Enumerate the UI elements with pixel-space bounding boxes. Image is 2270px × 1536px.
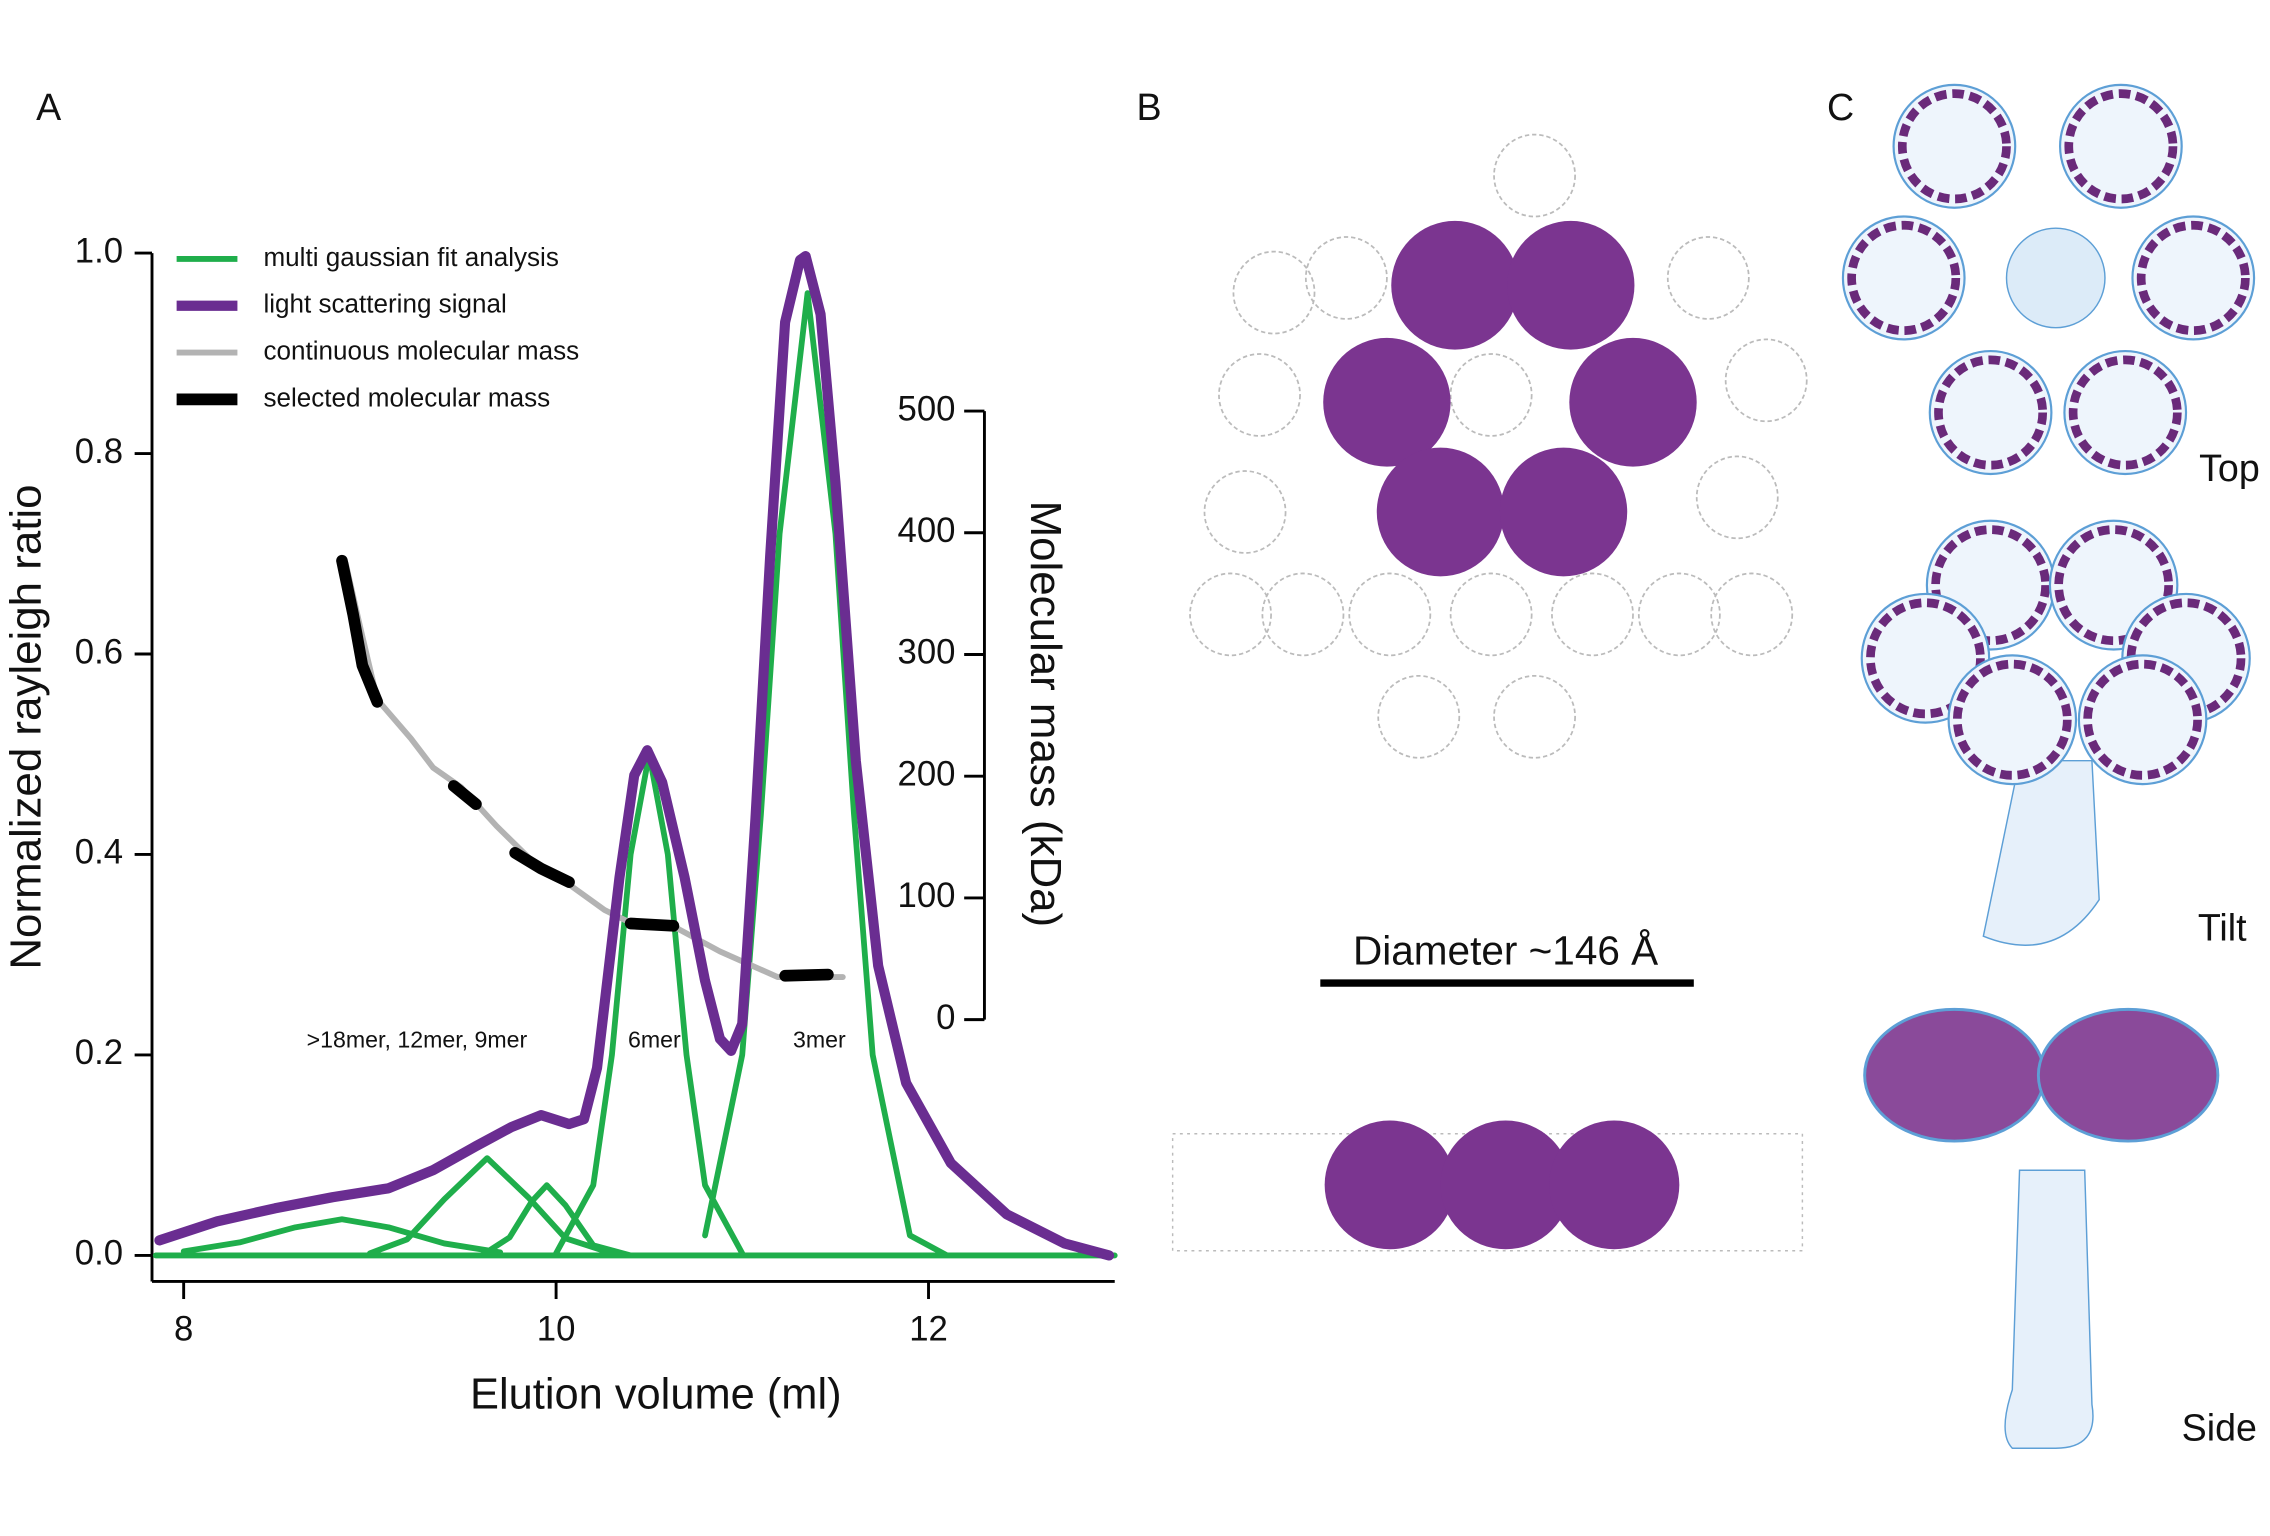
- stalk: [2004, 1169, 2094, 1449]
- surface: [1440, 1120, 1571, 1250]
- density-mesh: [2131, 215, 2256, 341]
- y-tick-label: 0.4: [75, 833, 123, 872]
- ribbon: [2126, 598, 2246, 719]
- x-tick-label: 10: [537, 1309, 576, 1348]
- legend-label: continuous molecular mass: [263, 335, 579, 365]
- ribbon: [2064, 89, 2178, 204]
- y-tick-label: 1.0: [75, 231, 123, 270]
- view-label: Top: [2199, 448, 2260, 490]
- y-tick-label: 0.8: [75, 432, 123, 471]
- ribbon-outline: [1724, 338, 1808, 423]
- density-mesh: [1841, 215, 1966, 341]
- y2-tick-label: 500: [898, 389, 956, 428]
- ribbon-outline: [1377, 674, 1461, 759]
- x-axis-label: Elution volume (ml): [470, 1369, 842, 1418]
- y-tick-label: 0.0: [75, 1234, 123, 1273]
- ribbon: [1847, 220, 1961, 335]
- surface: [1507, 220, 1635, 350]
- ribbon-outline: [1189, 572, 1272, 657]
- density-mesh: [1892, 83, 2017, 209]
- ribbon: [1866, 598, 1985, 719]
- view-label: Side: [2182, 1408, 2257, 1450]
- y-tick-label: 0.6: [75, 632, 123, 671]
- stalk: [1982, 759, 2100, 946]
- annotation: 6mer: [628, 1027, 681, 1053]
- y2-tick-label: 200: [898, 754, 956, 793]
- density-mesh: [1928, 349, 2053, 476]
- ribbon: [1863, 1007, 2046, 1143]
- ribbon: [2068, 355, 2182, 470]
- panel-label: C: [1827, 87, 1854, 129]
- ribbon-outline: [1695, 455, 1779, 540]
- surface: [1324, 1120, 1455, 1250]
- ribbon-outline: [1493, 674, 1576, 759]
- ribbon-outline: [1304, 236, 1388, 320]
- x-tick-label: 12: [909, 1309, 948, 1348]
- ribbon-outline: [1493, 133, 1576, 218]
- annotation: >18mer, 12mer, 9mer: [307, 1027, 528, 1053]
- ribbon: [1897, 89, 2011, 204]
- y2-tick-label: 400: [898, 511, 956, 550]
- ribbon: [2083, 659, 2202, 780]
- surface: [1549, 1120, 1680, 1250]
- ribbon-outline: [1449, 353, 1533, 437]
- series-line: [154, 251, 1115, 1261]
- ribbon: [2054, 525, 2174, 646]
- surface: [1376, 447, 1505, 577]
- density-mesh: [2063, 349, 2188, 476]
- ribbon: [2136, 220, 2250, 335]
- ribbon-outline: [1666, 236, 1750, 320]
- x-tick-label: 8: [174, 1309, 193, 1348]
- surface: [1323, 337, 1451, 467]
- y2-tick-label: 0: [936, 998, 955, 1037]
- ribbon-outline: [1637, 572, 1721, 657]
- density-mesh: [2058, 83, 2183, 209]
- ribbon-outline: [1348, 572, 1432, 657]
- series-line: [336, 554, 834, 982]
- surface: [1569, 337, 1697, 467]
- ribbon: [2036, 1007, 2220, 1143]
- ribbon-outline: [1261, 572, 1345, 657]
- scale-bar-label: Diameter ~146 Å: [1353, 927, 1659, 973]
- ribbon-outline: [1449, 572, 1533, 657]
- y2-tick-label: 100: [898, 876, 956, 915]
- y-tick-label: 0.2: [75, 1033, 123, 1072]
- ribbon-outline: [1218, 353, 1301, 437]
- ribbon: [1934, 355, 2048, 470]
- ribbon: [1931, 525, 2050, 646]
- legend-label: multi gaussian fit analysis: [263, 242, 558, 272]
- ribbon-outline: [1710, 572, 1794, 657]
- view-label: Tilt: [2198, 907, 2247, 949]
- ribbon-outline: [1551, 572, 1634, 657]
- ribbon-outline: [1232, 250, 1316, 335]
- y2-tick-label: 300: [898, 633, 956, 672]
- panel-label: B: [1136, 87, 1161, 129]
- surface: [1499, 447, 1628, 577]
- structures: [1171, 83, 2256, 1449]
- annotation: 3mer: [793, 1027, 846, 1053]
- y-axis-label: Normalized rayleigh ratio: [2, 484, 51, 969]
- density-mesh: [1947, 654, 2078, 786]
- ribbon-outline: [1203, 470, 1287, 554]
- legend-label: light scattering signal: [263, 289, 506, 319]
- ribbon: [1952, 659, 2072, 780]
- density-mesh: [2005, 227, 2106, 329]
- y2-axis-label: Molecular mass (kDa): [1021, 501, 1070, 928]
- density-mesh: [2077, 654, 2208, 786]
- surface: [1391, 220, 1519, 350]
- panel-label: A: [36, 87, 62, 129]
- legend-label: selected molecular mass: [263, 382, 550, 412]
